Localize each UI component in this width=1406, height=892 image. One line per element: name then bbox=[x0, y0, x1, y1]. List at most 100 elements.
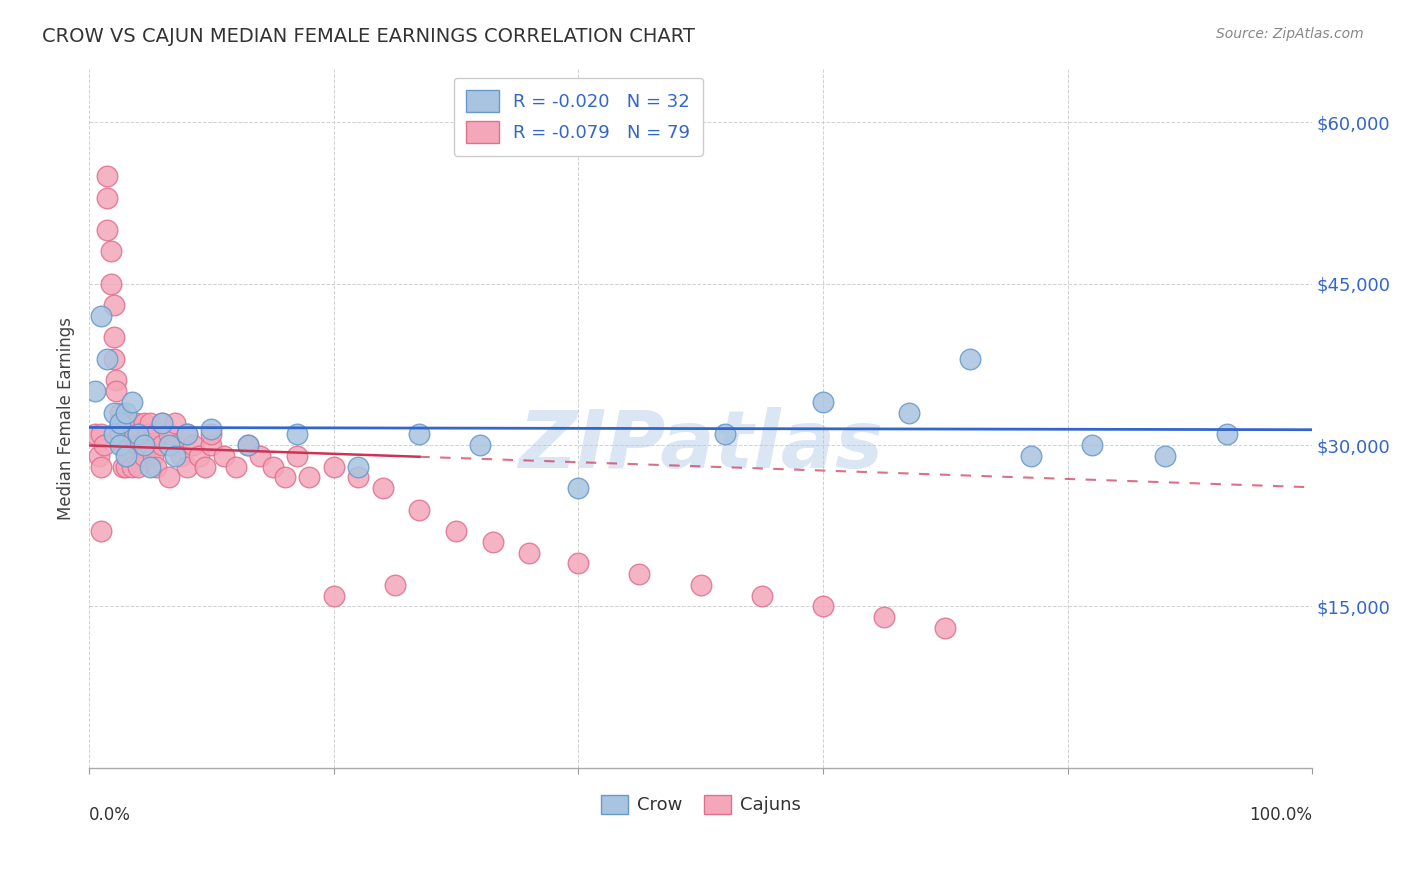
Point bbox=[285, 427, 308, 442]
Point bbox=[139, 459, 162, 474]
Point bbox=[152, 417, 174, 431]
Point bbox=[157, 470, 180, 484]
Point bbox=[897, 406, 920, 420]
Point bbox=[100, 244, 122, 259]
Point bbox=[108, 438, 131, 452]
Point bbox=[100, 277, 122, 291]
Point bbox=[103, 330, 125, 344]
Point bbox=[96, 223, 118, 237]
Point bbox=[1215, 427, 1237, 442]
Point bbox=[121, 427, 143, 442]
Point bbox=[121, 395, 143, 409]
Point bbox=[959, 351, 981, 366]
Point bbox=[157, 427, 180, 442]
Point bbox=[567, 481, 589, 495]
Point bbox=[87, 449, 110, 463]
Point bbox=[90, 427, 112, 442]
Point bbox=[811, 599, 834, 614]
Point bbox=[1081, 438, 1104, 452]
Point bbox=[112, 459, 135, 474]
Point bbox=[96, 351, 118, 366]
Point bbox=[236, 438, 259, 452]
Point bbox=[114, 417, 136, 431]
Point bbox=[249, 449, 271, 463]
Text: 0.0%: 0.0% bbox=[89, 806, 131, 824]
Point bbox=[1019, 449, 1042, 463]
Point bbox=[481, 534, 503, 549]
Y-axis label: Median Female Earnings: Median Female Earnings bbox=[58, 317, 75, 520]
Point bbox=[103, 298, 125, 312]
Point bbox=[176, 427, 198, 442]
Point bbox=[136, 427, 159, 442]
Point bbox=[142, 449, 165, 463]
Point bbox=[408, 502, 430, 516]
Point bbox=[103, 427, 125, 442]
Point bbox=[628, 567, 651, 582]
Point bbox=[139, 438, 162, 452]
Point bbox=[274, 470, 297, 484]
Point bbox=[714, 427, 737, 442]
Point bbox=[114, 406, 136, 420]
Text: CROW VS CAJUN MEDIAN FEMALE EARNINGS CORRELATION CHART: CROW VS CAJUN MEDIAN FEMALE EARNINGS COR… bbox=[42, 27, 695, 45]
Point bbox=[751, 589, 773, 603]
Point bbox=[96, 191, 118, 205]
Point bbox=[384, 578, 406, 592]
Legend: Crow, Cajuns: Crow, Cajuns bbox=[593, 788, 808, 822]
Point bbox=[212, 449, 235, 463]
Point bbox=[285, 449, 308, 463]
Point bbox=[90, 459, 112, 474]
Point bbox=[96, 169, 118, 183]
Point bbox=[129, 438, 152, 452]
Point bbox=[145, 427, 167, 442]
Point bbox=[188, 449, 211, 463]
Point bbox=[444, 524, 467, 538]
Point bbox=[90, 524, 112, 538]
Point bbox=[200, 427, 222, 442]
Point bbox=[108, 406, 131, 420]
Point bbox=[90, 309, 112, 323]
Point bbox=[127, 427, 149, 442]
Point bbox=[163, 438, 186, 452]
Point bbox=[84, 384, 107, 399]
Point bbox=[298, 470, 321, 484]
Point bbox=[163, 417, 186, 431]
Point bbox=[124, 438, 146, 452]
Point bbox=[873, 610, 896, 624]
Point bbox=[108, 427, 131, 442]
Point bbox=[163, 449, 186, 463]
Point bbox=[408, 427, 430, 442]
Point bbox=[132, 449, 155, 463]
Point bbox=[108, 417, 131, 431]
Point bbox=[811, 395, 834, 409]
Point bbox=[194, 459, 217, 474]
Point bbox=[519, 545, 541, 559]
Point bbox=[176, 459, 198, 474]
Point bbox=[124, 417, 146, 431]
Point bbox=[200, 438, 222, 452]
Point bbox=[104, 374, 127, 388]
Point bbox=[145, 459, 167, 474]
Point bbox=[103, 351, 125, 366]
Point bbox=[152, 438, 174, 452]
Point bbox=[117, 417, 139, 431]
Point bbox=[139, 417, 162, 431]
Point bbox=[132, 417, 155, 431]
Point bbox=[567, 557, 589, 571]
Point bbox=[1154, 449, 1177, 463]
Point bbox=[121, 459, 143, 474]
Point bbox=[347, 470, 370, 484]
Point bbox=[225, 459, 247, 474]
Point bbox=[689, 578, 711, 592]
Point bbox=[157, 438, 180, 452]
Point bbox=[470, 438, 492, 452]
Point bbox=[112, 438, 135, 452]
Point bbox=[934, 621, 956, 635]
Point bbox=[322, 589, 344, 603]
Point bbox=[103, 406, 125, 420]
Point bbox=[114, 459, 136, 474]
Point bbox=[200, 422, 222, 436]
Point bbox=[127, 459, 149, 474]
Point bbox=[132, 438, 155, 452]
Text: 100.0%: 100.0% bbox=[1249, 806, 1312, 824]
Point bbox=[170, 449, 193, 463]
